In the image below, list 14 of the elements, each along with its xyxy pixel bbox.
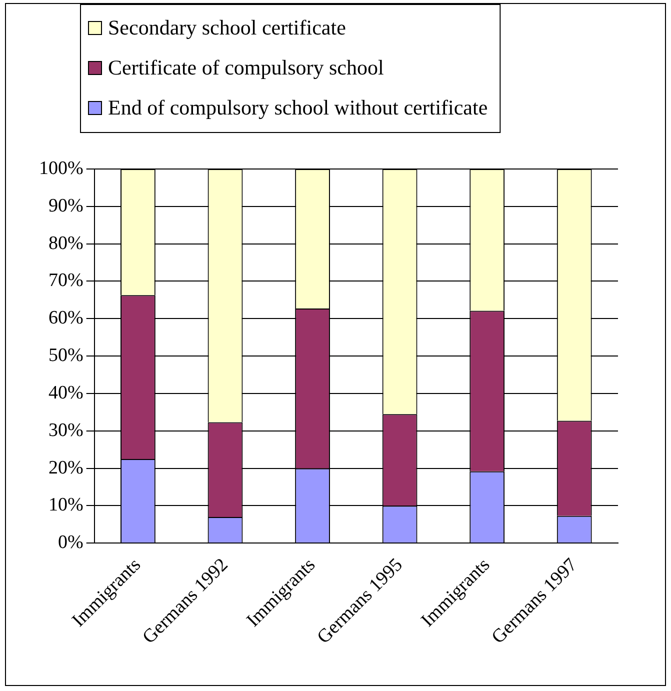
y-tick-label: 30%: [48, 420, 84, 441]
y-tick-label: 50%: [48, 345, 84, 366]
y-tick-label: 70%: [48, 270, 84, 292]
legend-label: Secondary school certificate: [108, 16, 346, 40]
y-tick-label: 40%: [48, 382, 84, 404]
y-tick-label: 90%: [48, 195, 84, 216]
y-tick-label: 100%: [39, 158, 84, 179]
y-tick-label: 60%: [48, 308, 84, 329]
legend-label: Certificate of compulsory school: [108, 56, 384, 80]
legend-label: End of compulsory school without certificate: [108, 96, 488, 120]
y-tick-label: 10%: [48, 494, 84, 516]
y-tick-label: 80%: [48, 232, 84, 254]
y-tick-label: 20%: [48, 457, 84, 478]
y-tick-label: 0%: [58, 532, 84, 554]
